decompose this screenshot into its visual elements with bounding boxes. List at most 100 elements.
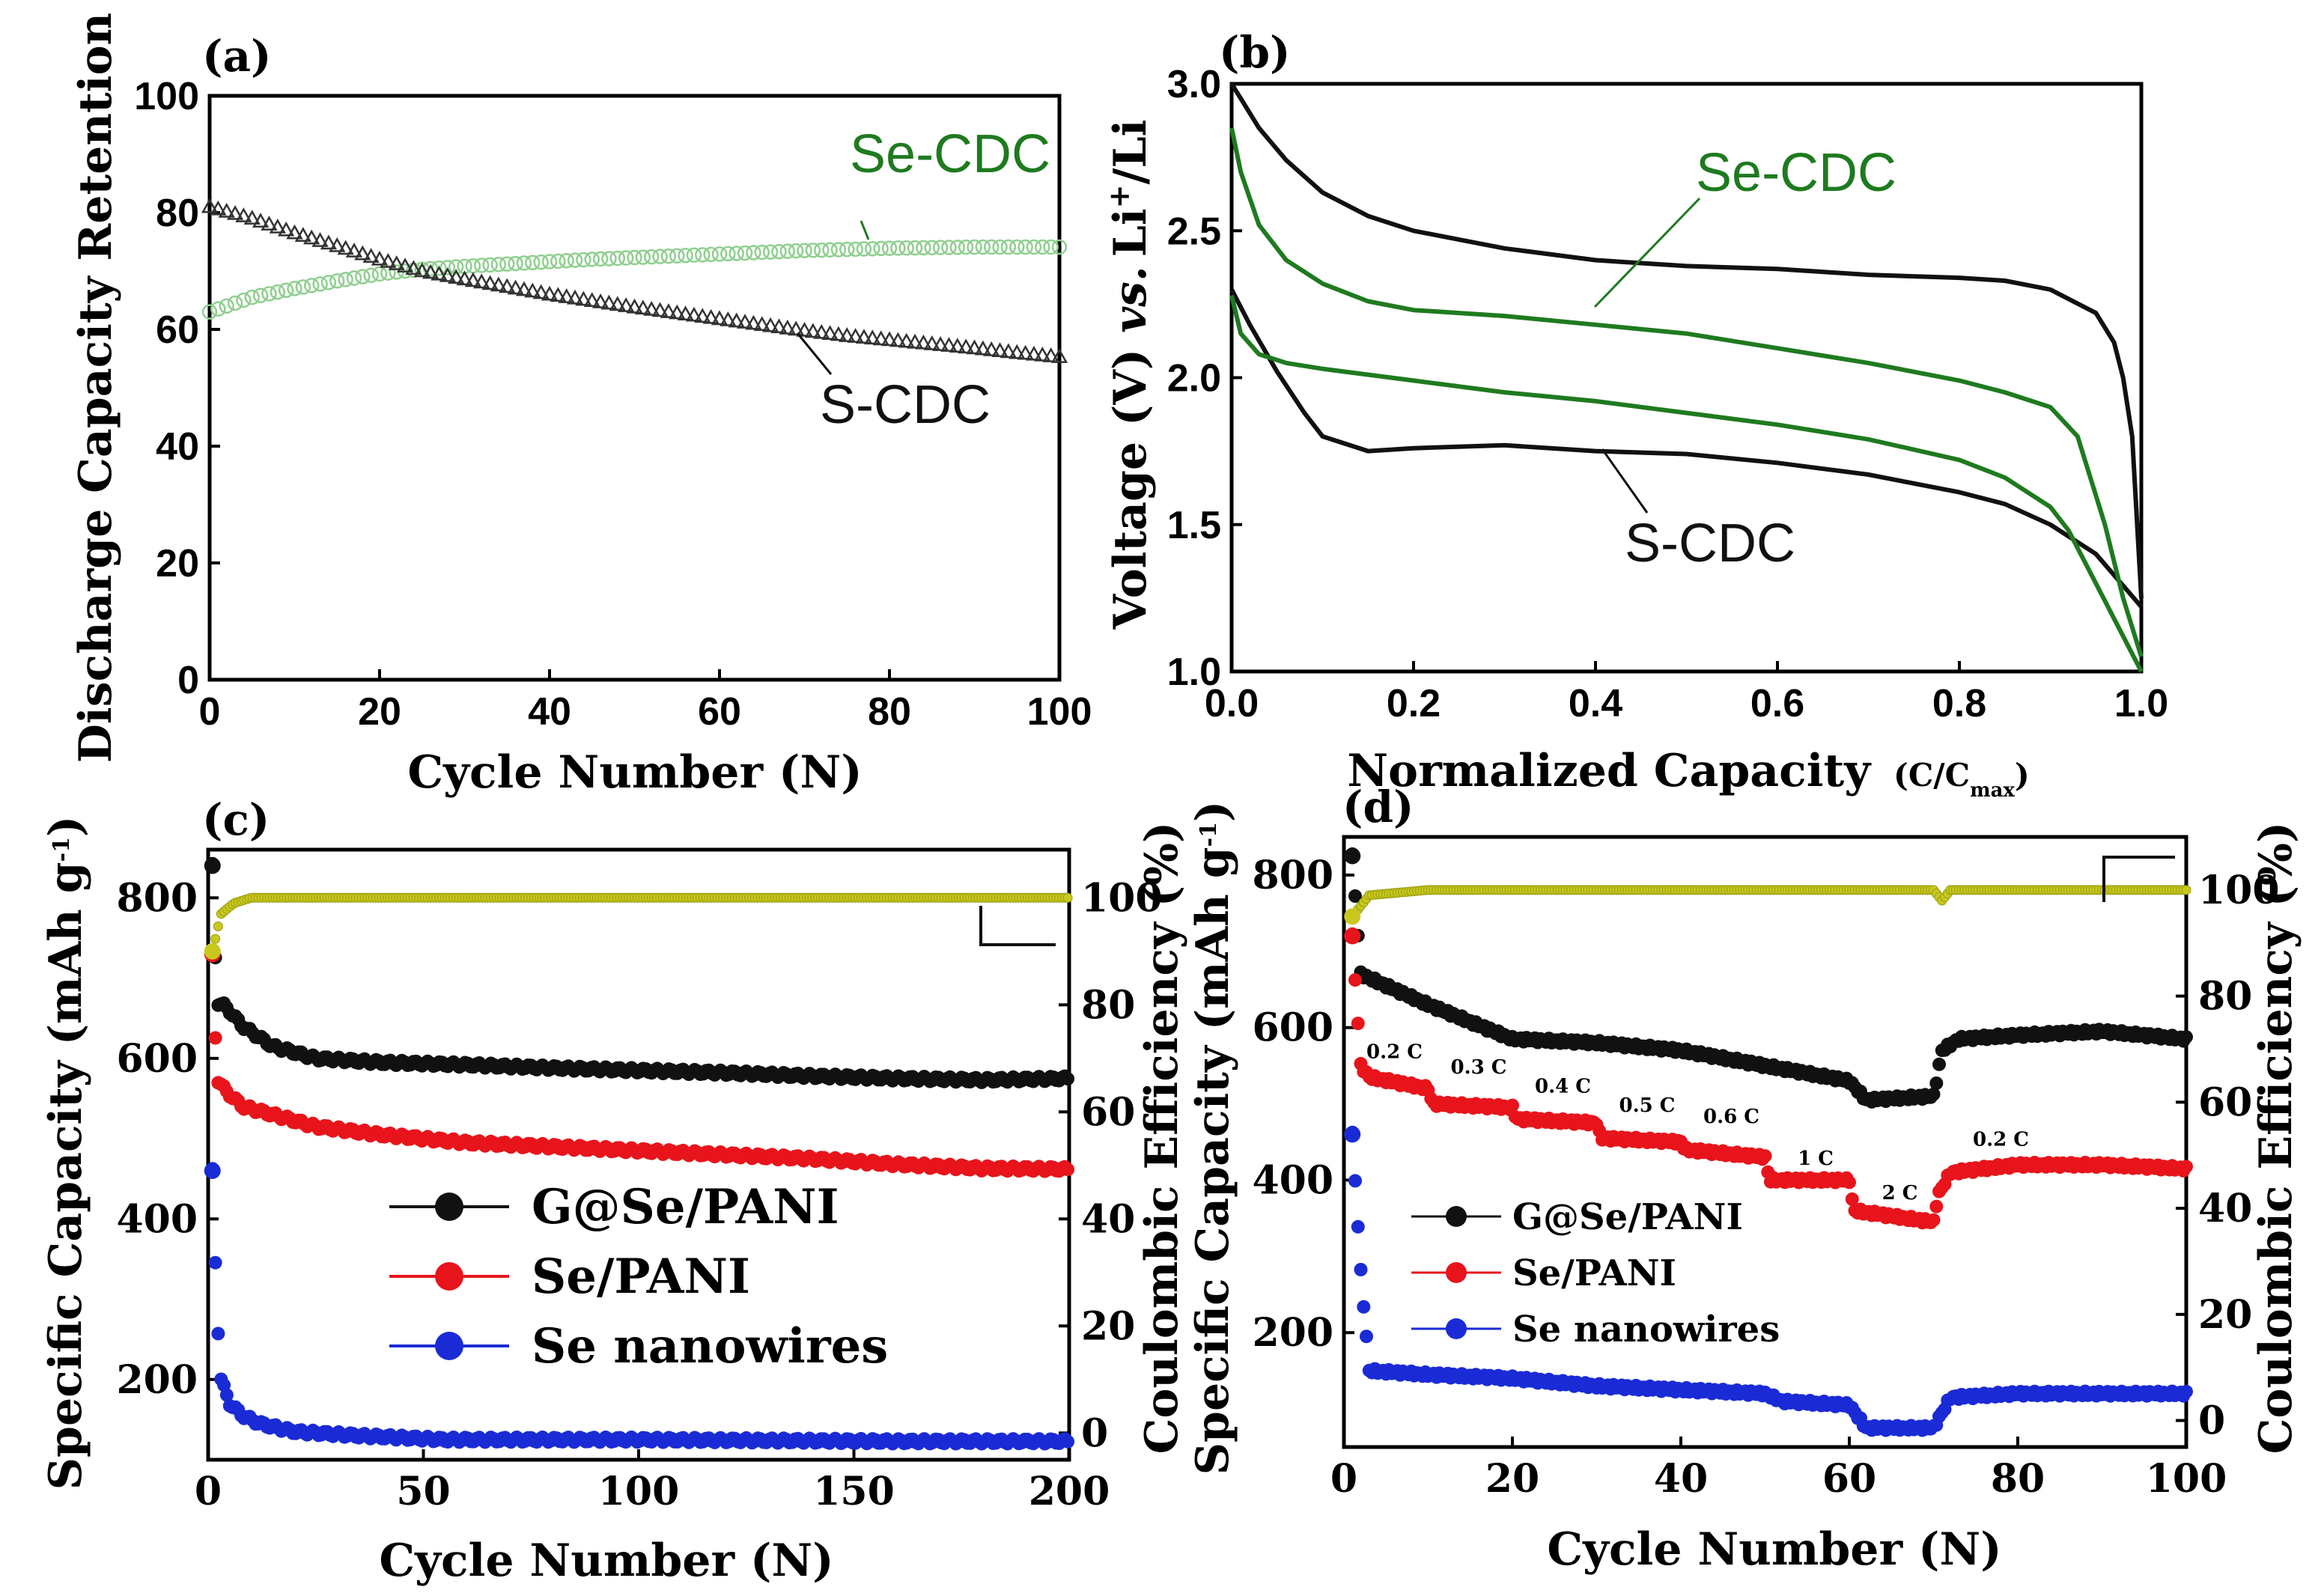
panel-a-point xyxy=(295,279,311,295)
panel-a-point xyxy=(958,239,974,255)
panel-c-series-se-nanowires xyxy=(204,1162,1075,1451)
panel-a-point xyxy=(762,244,779,260)
panel-a-point xyxy=(839,327,856,342)
panel-b-ylabel-plus: + xyxy=(1102,184,1136,208)
panel-b-ylabel-pre: Voltage (V) xyxy=(1104,333,1157,630)
panel-a-point xyxy=(770,318,788,334)
panel-d-point xyxy=(1348,1174,1362,1188)
panel-a-point xyxy=(967,239,982,255)
panel-c-right-ytick-label: 20 xyxy=(1081,1303,1135,1349)
panel-d-rate-label: 1 C xyxy=(1798,1148,1834,1170)
panel-a-point xyxy=(210,200,227,216)
panel-d-rate-label: 0.2 C xyxy=(1973,1129,2029,1151)
panel-d-frame xyxy=(1342,835,2188,1449)
panel-a-point xyxy=(711,246,728,262)
panel-b-annot-se-cdc: Se-CDC xyxy=(1696,143,1896,203)
panel-a-point xyxy=(473,273,490,289)
panel-a-point xyxy=(745,314,762,330)
panel-d-series xyxy=(1344,847,2193,1437)
panel-a-point xyxy=(515,281,533,296)
panel-a-point xyxy=(269,218,286,234)
panel-b-xlabel-main: Normalized Capacity xyxy=(1347,745,1872,797)
panel-a-point xyxy=(916,240,931,256)
panel-a-point xyxy=(473,258,490,273)
panel-d-point xyxy=(1929,1199,1944,1213)
panel-a-point xyxy=(576,252,591,268)
panel-a-point xyxy=(643,300,660,316)
panel-b-ylabel-post: /Li xyxy=(1104,120,1157,185)
panel-a-point xyxy=(703,246,719,263)
panel-a-point xyxy=(856,241,872,257)
panel-a-point xyxy=(1017,344,1034,360)
panel-a-point xyxy=(201,198,219,213)
panel-d-point xyxy=(1926,1087,1941,1101)
panel-d-xlabel: Cycle Number (N) xyxy=(1547,1523,2001,1576)
panel-c: (c) 0 50 100 150 200 200 400 600 800 0 20 40 60 80 100… xyxy=(40,794,1188,1587)
panel-b-xtick-label: 0.4 xyxy=(1569,682,1622,725)
panel-a-point xyxy=(236,292,252,308)
panel-a-point xyxy=(600,294,618,310)
panel-a-point xyxy=(695,247,711,263)
panel-c-point xyxy=(211,1327,225,1341)
panel-a-point xyxy=(940,337,958,352)
panel-a-point xyxy=(329,237,346,252)
panel-a-point xyxy=(1000,343,1017,359)
panel-d-point xyxy=(1845,1192,1859,1206)
panel-b-xtick-label: 0.2 xyxy=(1387,682,1441,725)
panel-b-xtick-label: 0.0 xyxy=(1205,682,1259,725)
panel-a-point xyxy=(482,257,498,273)
panel-a-s-cdc-pointer xyxy=(796,332,833,375)
panel-a-point xyxy=(235,207,252,222)
panel-d-point xyxy=(1348,889,1362,903)
panel-c-ytick-label: 200 xyxy=(116,1357,198,1403)
panel-a-point xyxy=(1034,346,1051,362)
panel-a-point xyxy=(303,229,320,245)
panel-a-point xyxy=(355,269,371,284)
panel-a-point xyxy=(338,272,353,287)
panel-c-first-point xyxy=(204,942,221,960)
panel-a-point xyxy=(329,273,345,289)
panel-a-point xyxy=(761,317,779,332)
panel-a-point xyxy=(371,250,389,266)
panel-a-point xyxy=(363,267,379,284)
panel-a-point xyxy=(439,267,456,282)
panel-c-point xyxy=(213,922,223,931)
panel-a-ytick-label: 40 xyxy=(156,425,199,469)
panel-a-ticks: 0 20 40 60 80 100 0 20 40 60 80 100 xyxy=(134,75,1092,734)
panel-a-point xyxy=(550,253,566,269)
panel-d-point xyxy=(1357,1300,1371,1314)
panel-a-se-cdc-pointer xyxy=(860,220,870,240)
panel-a-point xyxy=(746,245,761,261)
panel-d: (d) 0 20 40 60 80 100 200 400 600 800 0 20 40 60 80 100… xyxy=(1187,782,2302,1576)
panel-c-legend: G@Se/PANI Se/PANI Se nanowires xyxy=(389,1179,888,1374)
panel-d-xtick-label: 80 xyxy=(1991,1456,2045,1502)
panel-a-point xyxy=(490,257,507,272)
panel-c-right-ytick-label: 40 xyxy=(1081,1196,1135,1242)
panel-b-frame xyxy=(1229,82,2144,674)
panel-a-point xyxy=(753,316,770,332)
panel-a-point xyxy=(243,210,261,225)
panel-c-xtick-label: 100 xyxy=(598,1469,680,1514)
panel-a-point xyxy=(219,298,234,314)
panel-a-point xyxy=(601,251,617,266)
panel-a-point xyxy=(320,234,338,250)
panel-a-point xyxy=(881,240,898,256)
panel-a-point xyxy=(627,249,642,266)
panel-a-point xyxy=(566,289,584,305)
panel-a-point xyxy=(618,250,634,266)
panel-a-point xyxy=(210,301,226,317)
panel-d-first-point xyxy=(1344,847,1361,865)
panel-a-point xyxy=(848,241,863,258)
panel-a-point xyxy=(346,270,362,286)
panel-d-ytick-label: 600 xyxy=(1252,1005,1333,1051)
panel-a-point xyxy=(855,329,873,344)
panel-d-label: (d) xyxy=(1342,782,1414,832)
panel-a-point xyxy=(559,253,574,269)
panel-a-point xyxy=(464,272,481,287)
panel-a-xtick-label: 100 xyxy=(1027,690,1092,734)
panel-a-point xyxy=(958,338,975,354)
panel-a-annot-se-cdc: Se-CDC xyxy=(850,124,1050,184)
panel-c-xlabel: Cycle Number (N) xyxy=(379,1535,833,1587)
panel-d-legend-marker-senw xyxy=(1446,1318,1467,1339)
panel-a-xtick-label: 20 xyxy=(358,690,401,734)
